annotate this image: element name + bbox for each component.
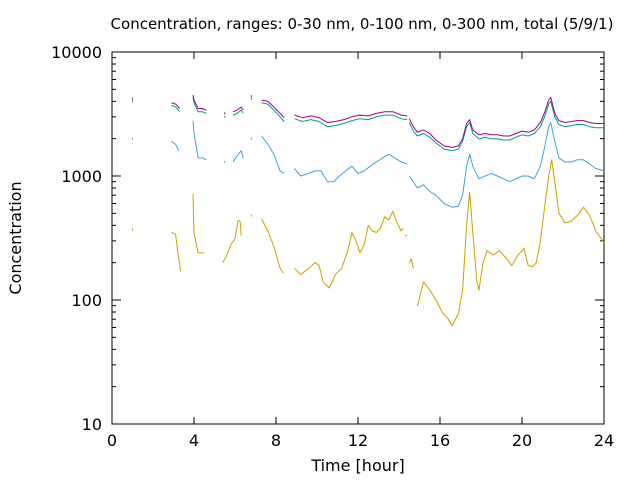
y-tick-label: 1000 — [61, 167, 102, 186]
x-axis: 0 4 8 12 16 20 24 — [107, 52, 614, 450]
series-point — [224, 115, 226, 118]
y-tick-label: 10000 — [51, 43, 102, 62]
series-line — [171, 105, 180, 113]
y-axis-label: Concentration — [6, 181, 25, 294]
x-tick-label: 16 — [430, 431, 450, 450]
x-axis-label: Time [hour] — [310, 456, 404, 475]
series-4 — [132, 94, 604, 148]
series-line — [192, 97, 207, 114]
series-line — [232, 106, 244, 113]
series-line — [261, 102, 285, 122]
series-2 — [132, 120, 605, 208]
series-line — [171, 140, 180, 151]
x-tick-label: 12 — [348, 431, 368, 450]
series-line — [294, 153, 408, 183]
series-1 — [132, 159, 605, 327]
series-point — [250, 95, 252, 98]
series-3 — [132, 97, 604, 152]
series-line — [232, 150, 244, 163]
series-line — [294, 114, 408, 128]
series-point — [224, 112, 226, 115]
series-line — [294, 210, 404, 289]
x-tick-label: 8 — [271, 431, 281, 450]
chart-title: Concentration, ranges: 0-30 nm, 0-100 nm… — [111, 15, 614, 33]
x-tick-label: 24 — [594, 431, 614, 450]
series-point — [250, 97, 252, 100]
series-line — [408, 96, 604, 148]
series-line — [261, 135, 285, 174]
series-point — [132, 97, 133, 100]
series-line — [192, 94, 207, 111]
series-line — [408, 122, 605, 208]
series-layer — [132, 94, 605, 327]
series-line — [222, 219, 242, 263]
plot-frame — [111, 51, 605, 425]
series-line — [232, 109, 244, 116]
series-line — [261, 99, 285, 119]
y-tick-label: 100 — [71, 291, 102, 310]
series-line — [192, 193, 205, 254]
series-point — [132, 137, 133, 140]
series-line — [171, 102, 180, 109]
series-line — [261, 218, 284, 274]
series-line — [192, 120, 207, 161]
series-point — [224, 160, 226, 163]
series-line — [408, 258, 414, 269]
series-point — [132, 100, 133, 103]
x-tick-label: 20 — [512, 431, 532, 450]
series-line — [416, 159, 605, 327]
y-axis: 10 100 1000 10000 — [51, 43, 604, 434]
series-line — [408, 100, 604, 152]
series-line — [171, 232, 182, 272]
series-line — [294, 111, 408, 123]
series-point — [250, 137, 252, 140]
series-point — [250, 214, 252, 217]
series-point — [132, 228, 133, 231]
x-tick-label: 0 — [107, 431, 117, 450]
x-tick-label: 4 — [189, 431, 199, 450]
y-tick-label: 10 — [82, 415, 102, 434]
